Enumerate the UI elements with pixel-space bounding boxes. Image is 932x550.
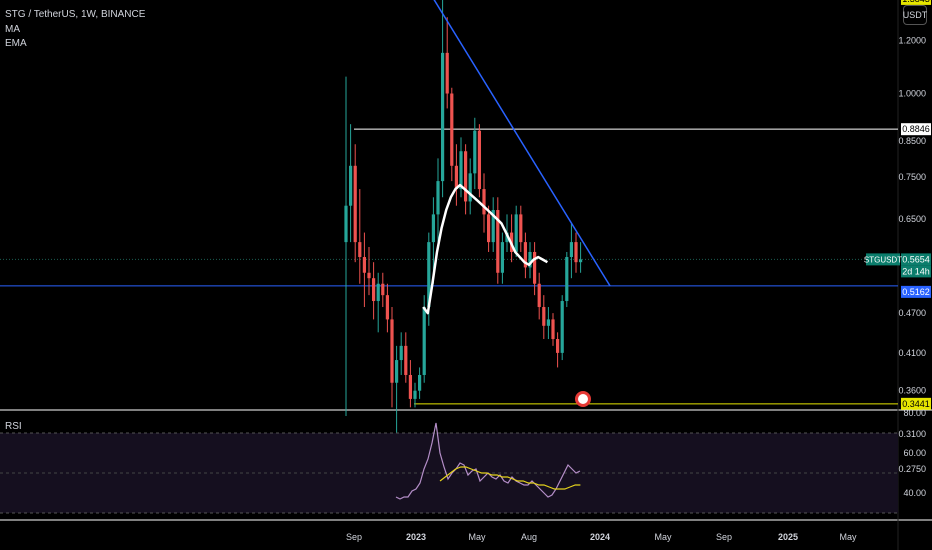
- price-axis-label: 0.5654: [902, 254, 930, 264]
- event-flag-icon-inner: [578, 394, 588, 404]
- candle-body: [404, 345, 408, 375]
- price-axis-label-bg: [901, 123, 931, 136]
- candle-body: [367, 272, 371, 279]
- candle-body: [487, 214, 491, 243]
- price-tick-label: 1.2000: [898, 35, 926, 45]
- symbol-tag-bg: [866, 253, 900, 266]
- rsi-label[interactable]: RSI: [5, 421, 22, 432]
- candle-body: [482, 189, 486, 215]
- candle-body: [551, 319, 555, 340]
- time-tick-label: May: [839, 532, 857, 542]
- symbol-tag: STGUSDT: [864, 255, 902, 264]
- candle-body: [376, 283, 380, 302]
- price-axis-label-bg: [901, 253, 931, 266]
- time-tick-label: Sep: [716, 532, 732, 542]
- price-axis-label: 0.8846: [902, 124, 930, 134]
- price-tick-label: 0.2750: [898, 464, 926, 474]
- candle-body: [528, 251, 532, 268]
- candle-body: [358, 242, 362, 258]
- price-axis-label-bg: [901, 265, 931, 278]
- candle-body: [533, 251, 537, 284]
- price-axis-label: 2d 14h: [902, 266, 930, 276]
- candle-body: [514, 214, 518, 252]
- time-tick-label: May: [654, 532, 672, 542]
- candle-body: [344, 205, 348, 243]
- candle-body: [556, 339, 560, 353]
- price-tick-label: 0.8500: [898, 136, 926, 146]
- price-tick-label: 0.4700: [898, 308, 926, 318]
- candle-body: [579, 259, 583, 263]
- candle-body: [390, 319, 394, 383]
- candle-body: [381, 283, 385, 296]
- candle-body: [450, 93, 454, 166]
- candle-body: [418, 374, 422, 391]
- price-tick-label: 0.6500: [898, 214, 926, 224]
- rsi-ma-line: [439, 466, 581, 490]
- time-tick-label: 2024: [590, 532, 610, 542]
- time-tick-label: Sep: [346, 532, 362, 542]
- candle-body: [454, 165, 458, 190]
- candle-body: [431, 214, 435, 243]
- candle-body: [399, 345, 403, 361]
- time-tick-label: Aug: [521, 532, 537, 542]
- candle-body: [427, 242, 431, 308]
- candle-body: [385, 295, 389, 320]
- rsi-tick-label: 60.00: [903, 448, 926, 458]
- candle-body: [537, 283, 541, 308]
- ma-indicator-label[interactable]: MA: [5, 24, 20, 35]
- ema-indicator-label[interactable]: EMA: [5, 38, 27, 49]
- candle-body: [477, 130, 481, 190]
- candle-body: [362, 257, 366, 273]
- price-tick-label: 0.4100: [898, 348, 926, 358]
- moving-average-line: [422, 183, 549, 315]
- candle-body: [560, 301, 564, 353]
- candle-body: [519, 214, 523, 243]
- symbol-title: STG / TetherUS, 1W, BINANCE: [5, 9, 146, 20]
- candle-body: [565, 257, 569, 302]
- rsi-tick-label: 80.00: [903, 408, 926, 418]
- time-tick-label: 2023: [406, 532, 426, 542]
- price-tick-label: 0.7500: [898, 172, 926, 182]
- price-axis-label: 1.3843: [902, 0, 930, 4]
- candle-body: [422, 307, 426, 375]
- candle-body: [441, 52, 445, 182]
- rsi-band-background: [0, 433, 898, 513]
- candle-body: [349, 165, 353, 206]
- candle-body: [372, 278, 376, 302]
- price-axis-label-bg: [901, 0, 931, 5]
- price-axis-label: 0.3441: [902, 399, 930, 409]
- candle-body: [574, 242, 578, 263]
- price-tick-label: 1.0000: [898, 89, 926, 99]
- candle-body: [569, 242, 573, 258]
- candle-body: [408, 374, 412, 399]
- candle-body: [464, 151, 468, 202]
- candle-body: [353, 165, 357, 243]
- price-axis-label: 0.5162: [902, 287, 930, 297]
- time-tick-label: 2025: [778, 532, 798, 542]
- price-axis-label-bg: [901, 285, 931, 298]
- price-tick-label: 0.3600: [898, 386, 926, 396]
- candle-body: [468, 173, 472, 202]
- downtrend-line: [433, 0, 611, 287]
- currency-unit-button[interactable]: USDT: [903, 5, 927, 25]
- candle-body: [473, 130, 477, 174]
- time-tick-label: May: [468, 532, 486, 542]
- candle-body: [546, 319, 550, 326]
- rsi-tick-label: 40.00: [903, 488, 926, 498]
- candle-body: [413, 390, 417, 399]
- candle-body: [459, 151, 463, 190]
- candle-body: [445, 52, 449, 94]
- price-tick-label: 0.3100: [898, 429, 926, 439]
- candle-body: [542, 307, 546, 326]
- price-axis-label-bg: [901, 397, 931, 410]
- candle-body: [496, 210, 500, 273]
- candle-body: [491, 210, 495, 243]
- candle-body: [523, 242, 527, 268]
- candle-body: [500, 242, 504, 273]
- candle-body: [436, 181, 440, 215]
- candle-body: [395, 360, 399, 383]
